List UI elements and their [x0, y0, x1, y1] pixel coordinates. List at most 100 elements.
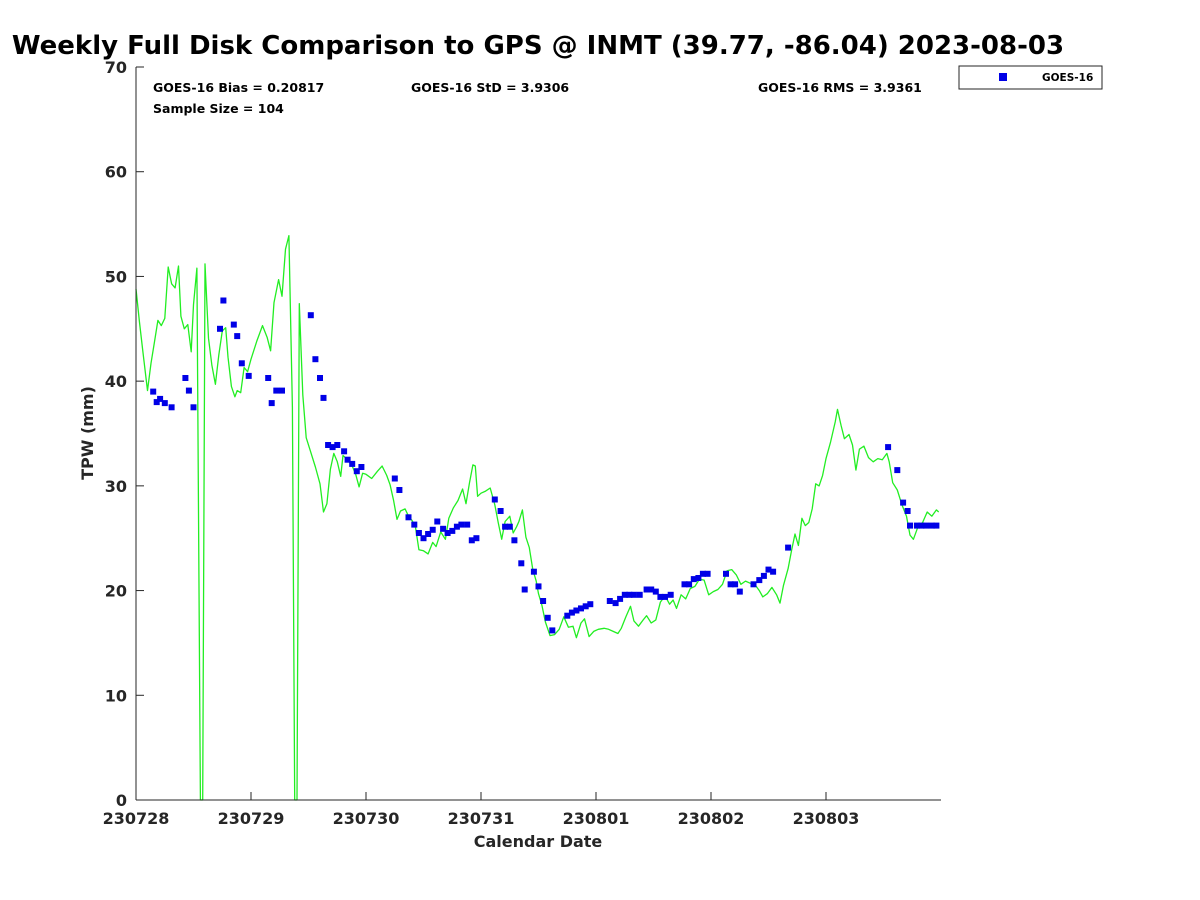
goes16-point: [157, 395, 164, 402]
goes16-point: [630, 591, 637, 598]
y-tick-label: 10: [105, 686, 127, 705]
stat-rms: GOES-16 RMS = 3.9361: [758, 80, 922, 95]
goes16-point: [217, 325, 223, 332]
y-axis-label: TPW (mm): [78, 386, 97, 480]
goes16-point: [723, 570, 729, 577]
x-tick-label: 230730: [333, 809, 400, 828]
goes16-point: [502, 523, 509, 530]
plot-area: [135, 234, 940, 801]
goes16-point: [344, 456, 351, 463]
gps-series-line: [135, 234, 940, 801]
goes16-point: [168, 404, 175, 411]
goes16-point: [544, 614, 551, 621]
goes16-point: [325, 442, 332, 448]
goes16-point: [415, 530, 422, 536]
goes16-point: [161, 400, 168, 407]
goes16-point: [317, 375, 323, 381]
y-tick-label: 60: [105, 163, 127, 182]
goes16-point: [667, 591, 674, 598]
chart-title: Weekly Full Disk Comparison to GPS @ INM…: [12, 31, 1064, 61]
goes16-point: [662, 593, 668, 600]
goes16-point: [334, 442, 341, 448]
goes16-point: [732, 581, 739, 588]
goes16-point: [320, 394, 327, 401]
goes16-point: [535, 583, 542, 590]
goes16-point: [307, 312, 314, 319]
stat-bias: GOES-16 Bias = 0.20817: [153, 80, 324, 95]
goes16-point: [491, 496, 498, 503]
goes16-point: [894, 467, 901, 474]
goes16-point: [150, 388, 157, 395]
goes16-point: [643, 586, 650, 593]
y-tick-label: 50: [105, 267, 127, 286]
goes16-point: [449, 527, 456, 534]
goes16-point: [918, 522, 925, 529]
x-tick-label: 230729: [218, 809, 285, 828]
goes16-point: [458, 521, 465, 528]
goes16-point: [518, 560, 525, 567]
goes16-point: [411, 521, 418, 528]
goes16-point: [530, 568, 537, 575]
goes16-point: [686, 581, 693, 588]
x-tick-label: 230802: [678, 809, 745, 828]
goes16-point: [770, 568, 777, 575]
goes16-point: [695, 575, 702, 581]
goes16-point: [358, 464, 365, 470]
goes16-point: [405, 514, 412, 521]
stat-std: GOES-16 StD = 3.9306: [411, 80, 569, 95]
goes16-point: [573, 607, 580, 614]
legend: GOES-16: [958, 65, 1103, 90]
goes16-point: [444, 530, 451, 536]
goes16-point: [582, 603, 589, 610]
goes16-point: [511, 537, 518, 544]
goes16-point: [540, 598, 547, 604]
goes16-point: [652, 588, 659, 595]
goes16-point: [497, 508, 504, 514]
goes16-point: [153, 399, 160, 406]
goes16-point: [420, 535, 427, 542]
goes16-point: [578, 605, 584, 612]
legend-marker-goes16: [999, 73, 1007, 81]
goes16-point: [453, 523, 460, 530]
goes16-point: [785, 544, 792, 551]
goes16-point: [279, 387, 285, 394]
goes16-point: [190, 404, 197, 411]
goes16-point: [928, 522, 935, 529]
goes16-point: [341, 448, 348, 455]
goes16-point: [440, 525, 447, 532]
legend-box: [958, 65, 1103, 90]
goes16-point: [273, 387, 280, 394]
goes16-point: [913, 522, 920, 529]
y-tick-label: 0: [116, 791, 127, 810]
goes16-point: [750, 581, 757, 588]
goes16-point: [904, 508, 911, 514]
goes16-point: [353, 468, 360, 475]
x-axis-ticks: 230728 230729 230730 230731 230801 230802 2308…: [103, 792, 860, 828]
goes16-point: [617, 595, 624, 602]
goes16-point: [900, 499, 907, 506]
goes16-point: [506, 523, 513, 530]
x-tick-label: 230803: [793, 809, 860, 828]
goes16-point: [391, 475, 398, 482]
goes16-point: [234, 333, 241, 340]
stat-sample-size: Sample Size = 104: [153, 101, 284, 116]
goes16-point: [736, 588, 743, 595]
goes16-point: [885, 444, 892, 451]
goes16-point: [760, 572, 767, 579]
goes16-point: [349, 460, 356, 467]
goes16-point: [521, 586, 528, 593]
goes16-point: [621, 591, 628, 598]
y-tick-label: 40: [105, 372, 127, 391]
goes16-point: [657, 593, 664, 600]
goes16-point: [587, 601, 594, 608]
goes16-point: [699, 570, 706, 577]
goes16-point: [933, 522, 940, 529]
goes16-point: [704, 570, 711, 577]
goes16-point: [464, 521, 471, 528]
goes16-point: [238, 360, 245, 367]
goes16-point: [756, 577, 763, 584]
y-tick-label: 30: [105, 477, 127, 496]
goes16-point: [434, 518, 441, 525]
goes16-point: [473, 535, 480, 542]
